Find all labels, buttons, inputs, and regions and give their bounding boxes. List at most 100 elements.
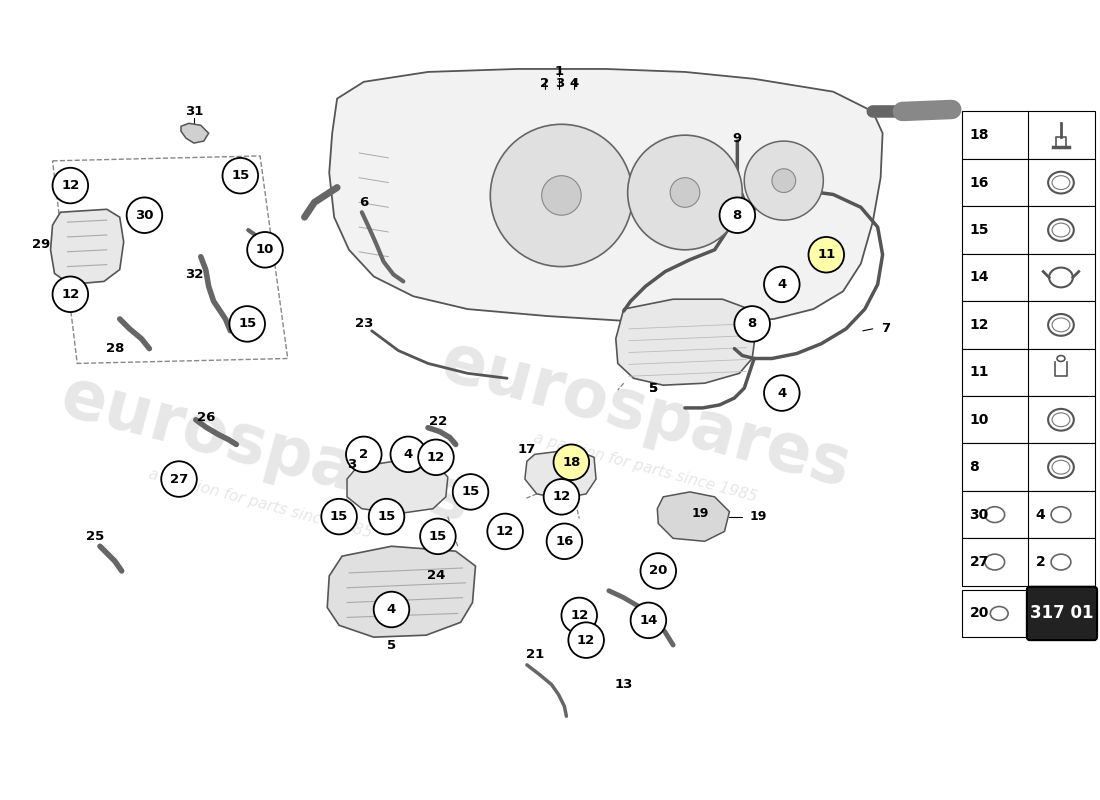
Circle shape — [53, 277, 88, 312]
Text: 31: 31 — [185, 105, 204, 118]
Text: 13: 13 — [615, 678, 632, 691]
Text: 12: 12 — [427, 451, 446, 464]
Circle shape — [735, 306, 770, 342]
Text: 4: 4 — [387, 603, 396, 616]
Circle shape — [543, 479, 580, 514]
Text: 4: 4 — [404, 448, 412, 461]
Text: 15: 15 — [969, 223, 989, 237]
Text: 21: 21 — [526, 649, 543, 662]
Polygon shape — [327, 546, 475, 637]
Text: 27: 27 — [969, 555, 989, 569]
Text: 14: 14 — [969, 270, 989, 285]
Bar — [961, 349, 1096, 396]
Text: 1: 1 — [554, 66, 564, 78]
Text: 32: 32 — [185, 268, 204, 281]
Polygon shape — [658, 492, 729, 542]
Polygon shape — [346, 459, 448, 514]
Circle shape — [541, 176, 581, 215]
Circle shape — [547, 523, 582, 559]
Text: 5: 5 — [387, 638, 396, 651]
Text: 20: 20 — [969, 606, 989, 621]
Circle shape — [772, 169, 795, 193]
Text: 5: 5 — [649, 382, 658, 394]
Text: 24: 24 — [427, 570, 446, 582]
Text: 4: 4 — [570, 78, 579, 90]
Text: 12: 12 — [570, 609, 589, 622]
Bar — [961, 538, 1096, 586]
Text: eurospares: eurospares — [433, 329, 858, 502]
Circle shape — [640, 553, 676, 589]
Text: 14: 14 — [639, 614, 658, 627]
Text: 16: 16 — [556, 535, 573, 548]
Text: 11: 11 — [817, 248, 835, 262]
Text: 2: 2 — [1036, 555, 1045, 569]
Circle shape — [553, 445, 590, 480]
Text: 12: 12 — [969, 318, 989, 332]
Circle shape — [561, 598, 597, 634]
Polygon shape — [182, 123, 209, 143]
Text: a passion for parts since 1985: a passion for parts since 1985 — [146, 466, 374, 541]
Text: 16: 16 — [969, 176, 989, 190]
Circle shape — [420, 518, 455, 554]
Circle shape — [764, 375, 800, 411]
Text: 15: 15 — [461, 486, 480, 498]
Circle shape — [453, 474, 488, 510]
Text: 7: 7 — [881, 322, 890, 335]
Circle shape — [491, 124, 632, 266]
Polygon shape — [329, 69, 882, 323]
Text: 27: 27 — [169, 473, 188, 486]
Circle shape — [390, 437, 426, 472]
Circle shape — [248, 232, 283, 267]
Bar — [961, 590, 1027, 637]
Circle shape — [670, 178, 700, 207]
Bar — [961, 491, 1096, 538]
Circle shape — [719, 198, 755, 233]
Text: 2: 2 — [540, 78, 549, 90]
Text: 11: 11 — [969, 366, 989, 379]
Circle shape — [630, 602, 667, 638]
Text: 2: 2 — [360, 448, 368, 461]
Bar — [961, 396, 1096, 443]
FancyBboxPatch shape — [1027, 586, 1097, 640]
Text: 3: 3 — [348, 458, 356, 470]
Text: 12: 12 — [578, 634, 595, 646]
Circle shape — [368, 499, 405, 534]
Text: 18: 18 — [969, 128, 989, 142]
Text: 25: 25 — [86, 530, 104, 543]
Text: 8: 8 — [969, 460, 979, 474]
Text: 8: 8 — [748, 318, 757, 330]
Circle shape — [222, 158, 258, 194]
Text: 4: 4 — [778, 386, 786, 399]
Text: 3: 3 — [554, 78, 564, 90]
Bar — [961, 111, 1096, 159]
Circle shape — [374, 592, 409, 627]
Text: 28: 28 — [106, 342, 124, 355]
Text: 20: 20 — [649, 565, 668, 578]
Circle shape — [321, 499, 356, 534]
Text: 12: 12 — [496, 525, 514, 538]
Text: 30: 30 — [135, 209, 154, 222]
Circle shape — [745, 141, 823, 220]
Text: a passion for parts since 1985: a passion for parts since 1985 — [532, 430, 759, 504]
Text: 22: 22 — [429, 415, 447, 428]
Polygon shape — [616, 299, 756, 385]
Text: 5: 5 — [649, 382, 658, 394]
Text: eurospares: eurospares — [53, 363, 477, 536]
Circle shape — [808, 237, 844, 273]
Text: 10: 10 — [256, 243, 274, 256]
Text: 19: 19 — [749, 510, 767, 523]
Circle shape — [764, 266, 800, 302]
Text: 15: 15 — [238, 318, 256, 330]
Text: 15: 15 — [231, 169, 250, 182]
Circle shape — [162, 462, 197, 497]
Text: 29: 29 — [32, 238, 50, 251]
Circle shape — [346, 437, 382, 472]
Text: 12: 12 — [62, 179, 79, 192]
Polygon shape — [525, 450, 596, 499]
Text: 30: 30 — [969, 508, 989, 522]
Circle shape — [487, 514, 522, 550]
Text: 4: 4 — [778, 278, 786, 291]
Text: 317 01: 317 01 — [1031, 605, 1093, 622]
Text: 18: 18 — [562, 456, 581, 469]
Text: 15: 15 — [429, 530, 447, 543]
